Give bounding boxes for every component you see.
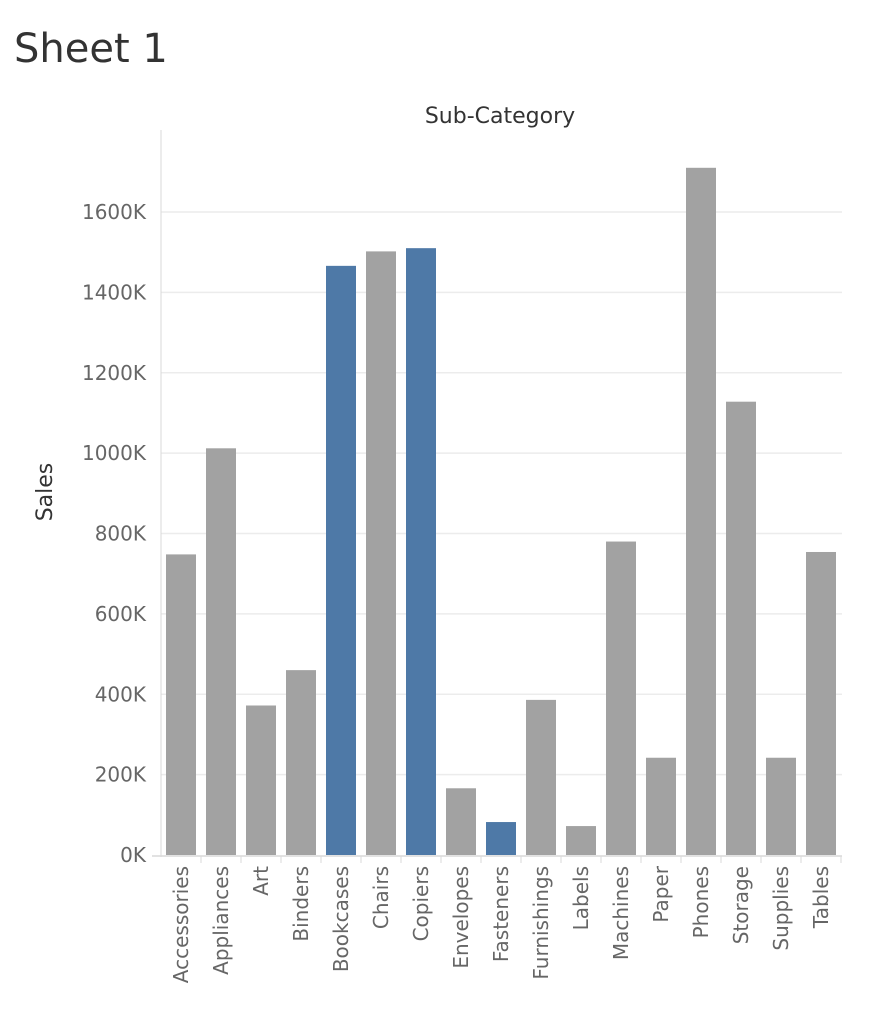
x-tick-label: Labels [569, 866, 593, 930]
bar-copiers[interactable] [406, 248, 436, 855]
x-tick-label: Machines [609, 866, 633, 960]
x-tick-label: Copiers [409, 866, 433, 941]
y-tick-label: 200K [95, 763, 147, 787]
bar-phones[interactable] [686, 167, 716, 855]
x-tick-label: Envelopes [449, 866, 473, 969]
bar-supplies[interactable] [766, 757, 796, 855]
bar-tables[interactable] [806, 551, 836, 855]
x-tick-label: Phones [689, 866, 713, 938]
x-tick-labels: Accessories Appliances Art Binders Bookcases… [169, 865, 833, 983]
x-tick-label: Bookcases [329, 866, 353, 972]
x-tick-label: Storage [729, 866, 753, 944]
y-tick-label: 1400K [82, 280, 147, 304]
bar-furnishings[interactable] [526, 699, 556, 855]
bar-binders[interactable] [286, 670, 316, 855]
y-tick-labels: 0K 200K 400K 600K 800K 1000K 1200K 1400K 1600K [82, 200, 147, 867]
bar-paper[interactable] [646, 757, 676, 855]
x-tick-label: Appliances [209, 866, 233, 975]
bars [166, 167, 836, 856]
x-tick-label: Binders [289, 866, 313, 942]
bar-storage[interactable] [726, 401, 756, 855]
bar-fasteners[interactable] [486, 822, 516, 855]
sheet-title: Sheet 1 [14, 26, 168, 72]
x-tick-label: Chairs [369, 866, 393, 929]
y-tick-label: 1600K [82, 200, 147, 224]
y-tick-label: 400K [95, 682, 147, 706]
bar-machines[interactable] [606, 541, 636, 855]
x-tick-label: Art [249, 866, 273, 896]
column-header: Sub-Category [425, 104, 575, 129]
y-axis-title: Sales [33, 463, 58, 522]
y-tick-label: 1000K [82, 441, 147, 465]
bar-art[interactable] [246, 705, 276, 855]
x-tick-label: Paper [649, 865, 673, 922]
x-tick-label: Fasteners [489, 866, 513, 962]
x-tick-label: Furnishings [529, 866, 553, 980]
bar-bookcases[interactable] [326, 265, 356, 855]
x-tick-label: Accessories [169, 866, 193, 983]
bar-envelopes[interactable] [446, 788, 476, 855]
x-tick-label: Supplies [769, 866, 793, 951]
bar-accessories[interactable] [166, 554, 196, 855]
y-tick-label: 600K [95, 602, 147, 626]
bar-appliances[interactable] [206, 448, 236, 855]
axes [152, 130, 842, 863]
bar-chairs[interactable] [366, 251, 396, 856]
y-tick-label: 1200K [82, 361, 147, 385]
y-tick-label: 0K [120, 843, 147, 867]
y-tick-label: 800K [95, 522, 147, 546]
bar-labels[interactable] [566, 826, 596, 855]
x-tick-label: Tables [809, 866, 833, 929]
